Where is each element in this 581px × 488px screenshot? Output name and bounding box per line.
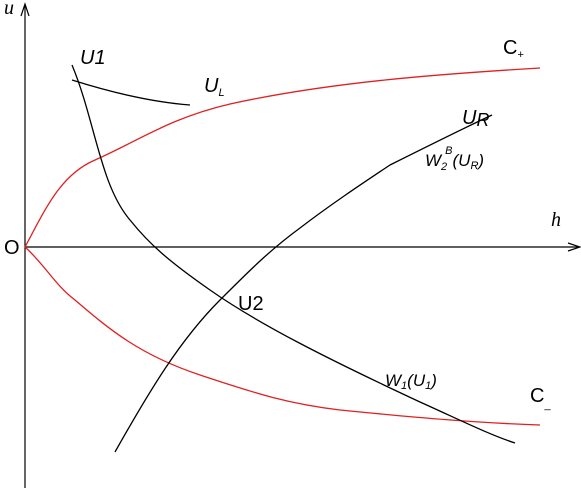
origin-label: O	[4, 237, 20, 259]
label-c-minus: C_	[530, 385, 551, 411]
arrow	[567, 242, 581, 252]
label-w1: W1(U1)	[385, 371, 437, 392]
label-ur: UR	[462, 107, 489, 130]
curve-ul	[71, 79, 191, 106]
label-u2: U2	[238, 293, 264, 315]
axis-label: h	[551, 209, 561, 231]
label-c-plus: C+	[503, 37, 524, 61]
curve-w1	[71, 64, 516, 444]
curve-w2	[114, 114, 493, 453]
arrow	[20, 2, 30, 17]
curve-c-minus	[24, 246, 541, 426]
curve-c-plus	[24, 67, 541, 248]
axis-label: u	[4, 0, 14, 19]
label-w2: W2B(UR)	[425, 145, 484, 173]
label-ul: UL	[204, 75, 225, 99]
label-u1: U1	[80, 47, 106, 69]
